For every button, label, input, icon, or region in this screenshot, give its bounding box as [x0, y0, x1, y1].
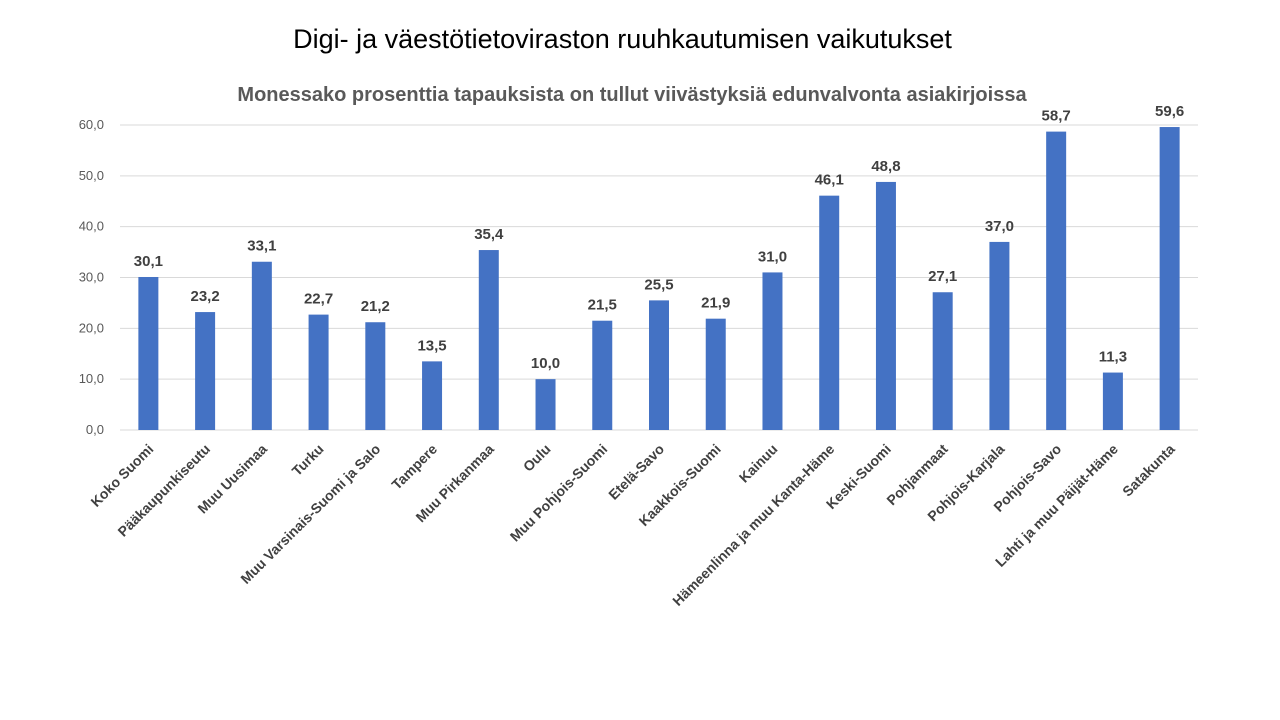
- data-label: 58,7: [1042, 108, 1071, 125]
- y-tick-label: 40,0: [79, 219, 104, 234]
- y-tick-label: 0,0: [86, 422, 104, 437]
- bar: [592, 320, 613, 430]
- x-tick-label: Tampere: [388, 441, 440, 493]
- data-label: 35,4: [474, 226, 504, 243]
- data-label: 23,2: [191, 288, 220, 305]
- bars: [138, 127, 1180, 431]
- data-label: 30,1: [134, 253, 163, 270]
- x-tick-label: Turku: [289, 441, 327, 479]
- data-labels: 30,1 23,2 33,1 22,7 21,2 13,5 35,4 10,0 21,5 25,5…: [134, 103, 1184, 372]
- x-tick-label: Lahti ja muu Päijät-Häme: [992, 441, 1121, 570]
- x-tick-label: Satakunta: [1119, 441, 1178, 500]
- data-label: 37,0: [985, 218, 1014, 235]
- bar: [875, 181, 896, 430]
- y-tick-label: 50,0: [79, 168, 104, 183]
- data-label: 21,9: [701, 295, 730, 312]
- y-axis-ticks: 0,0 10,0 20,0 30,0 40,0 50,0 60,0: [79, 117, 104, 437]
- data-label: 59,6: [1155, 103, 1184, 120]
- bar: [705, 318, 726, 430]
- data-label: 13,5: [417, 337, 446, 354]
- data-label: 11,3: [1099, 349, 1127, 366]
- y-tick-label: 30,0: [79, 270, 104, 285]
- data-label: 21,5: [588, 297, 617, 314]
- bar: [365, 322, 386, 430]
- x-tick-label: Etelä-Savo: [605, 441, 667, 503]
- data-label: 27,1: [928, 268, 957, 285]
- bar: [138, 276, 159, 430]
- bar: [932, 292, 953, 430]
- data-label: 10,0: [531, 355, 560, 372]
- data-label: 22,7: [304, 291, 333, 308]
- x-tick-label: Kainuu: [736, 441, 781, 486]
- bar: [478, 250, 499, 430]
- bar: [649, 300, 669, 430]
- bar: [535, 379, 556, 430]
- y-tick-label: 10,0: [79, 371, 104, 386]
- x-tick-label: Oulu: [520, 441, 554, 475]
- data-label: 46,1: [815, 172, 844, 189]
- bar: [819, 195, 840, 430]
- bar: [308, 314, 329, 430]
- data-label: 48,8: [871, 158, 900, 175]
- bar: [195, 312, 216, 430]
- bar: [1102, 372, 1123, 430]
- data-label: 31,0: [758, 248, 787, 265]
- y-tick-label: 20,0: [79, 320, 104, 335]
- y-tick-label: 60,0: [79, 117, 104, 132]
- data-label: 21,2: [361, 298, 390, 315]
- bar: [422, 361, 443, 430]
- data-label: 25,5: [644, 276, 673, 293]
- x-tick-label: Muu Pohjois-Suomi: [507, 441, 611, 545]
- slide-title: Digi- ja väestötietoviraston ruuhkautumi…: [293, 24, 952, 54]
- data-label: 33,1: [247, 238, 276, 255]
- bar: [1046, 131, 1067, 430]
- bar: [1159, 127, 1180, 431]
- bar: [251, 261, 272, 430]
- chart-title: Monessako prosenttia tapauksista on tull…: [237, 84, 1027, 106]
- bar: [762, 272, 783, 430]
- bar: [989, 241, 1010, 430]
